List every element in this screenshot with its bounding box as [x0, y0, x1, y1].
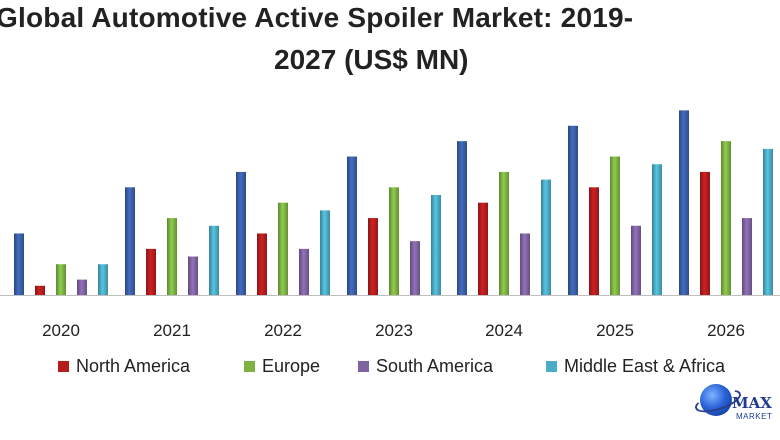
bar-middle-east-africa-2021	[209, 225, 219, 295]
bar-fic-2026	[679, 110, 689, 295]
bar-fic-2023	[347, 156, 357, 295]
bar-europe-2024	[499, 171, 509, 295]
bar-europe-2022	[278, 202, 288, 295]
bar-middle-east-africa-2020	[98, 264, 108, 295]
bar-middle-east-africa-2023	[431, 195, 441, 295]
bar-fic-2024	[457, 141, 467, 295]
legend-swatch	[58, 361, 69, 372]
bar-north-america-2025	[589, 187, 599, 295]
bar-europe-2021	[167, 218, 177, 295]
bar-south-america-2026	[742, 218, 752, 295]
bar-south-america-2023	[410, 241, 420, 295]
bar-fic-2020	[14, 233, 24, 295]
bar-middle-east-africa-2022	[320, 210, 330, 295]
chart-title-line-2: 2027 (US$ MN)	[274, 44, 469, 75]
bar-europe-2025	[610, 156, 620, 295]
bar-fic-2025	[568, 125, 578, 296]
brand-logo: MAX MARKET	[692, 380, 780, 440]
bar-north-america-2024	[478, 202, 488, 295]
x-tick-label-2025: 2025	[596, 321, 634, 340]
logo-subtext: MARKET	[736, 412, 773, 421]
legend-label: North America	[76, 356, 191, 376]
chart-title-line-1: Global Automotive Active Spoiler Market:…	[0, 2, 634, 33]
legend-label: South America	[376, 356, 494, 376]
legend-swatch	[244, 361, 255, 372]
bar-fic-2022	[236, 171, 246, 295]
x-tick-label-2026: 2026	[707, 321, 745, 340]
x-tick-label-2021: 2021	[153, 321, 191, 340]
bar-north-america-2020	[35, 285, 45, 295]
bar-south-america-2022	[299, 248, 309, 295]
bar-north-america-2023	[368, 218, 378, 295]
bar-middle-east-africa-2025	[652, 164, 662, 295]
chart-title: Global Automotive Active Spoiler Market:…	[0, 0, 780, 90]
legend-swatch	[358, 361, 369, 372]
bar-europe-2026	[721, 141, 731, 295]
bar-middle-east-africa-2026	[763, 148, 773, 295]
bar-europe-2020	[56, 264, 66, 295]
bar-south-america-2025	[631, 225, 641, 295]
x-tick-label-2022: 2022	[264, 321, 302, 340]
bar-middle-east-africa-2024	[541, 179, 551, 295]
bar-fic-2021	[125, 187, 135, 295]
legend-label: Middle East & Africa	[564, 356, 726, 376]
x-tick-label-2023: 2023	[375, 321, 413, 340]
x-tick-label-2020: 2020	[42, 321, 80, 340]
bar-north-america-2021	[146, 248, 156, 295]
bar-europe-2023	[389, 187, 399, 295]
legend-swatch	[546, 361, 557, 372]
globe-icon	[700, 384, 732, 416]
bar-south-america-2021	[188, 256, 198, 295]
bar-north-america-2022	[257, 233, 267, 295]
legend-label: Europe	[262, 356, 321, 376]
logo-text: MAX	[732, 394, 772, 412]
bar-south-america-2024	[520, 233, 530, 295]
bar-north-america-2026	[700, 171, 710, 295]
bar-south-america-2020	[77, 279, 87, 295]
x-tick-label-2024: 2024	[485, 321, 523, 340]
